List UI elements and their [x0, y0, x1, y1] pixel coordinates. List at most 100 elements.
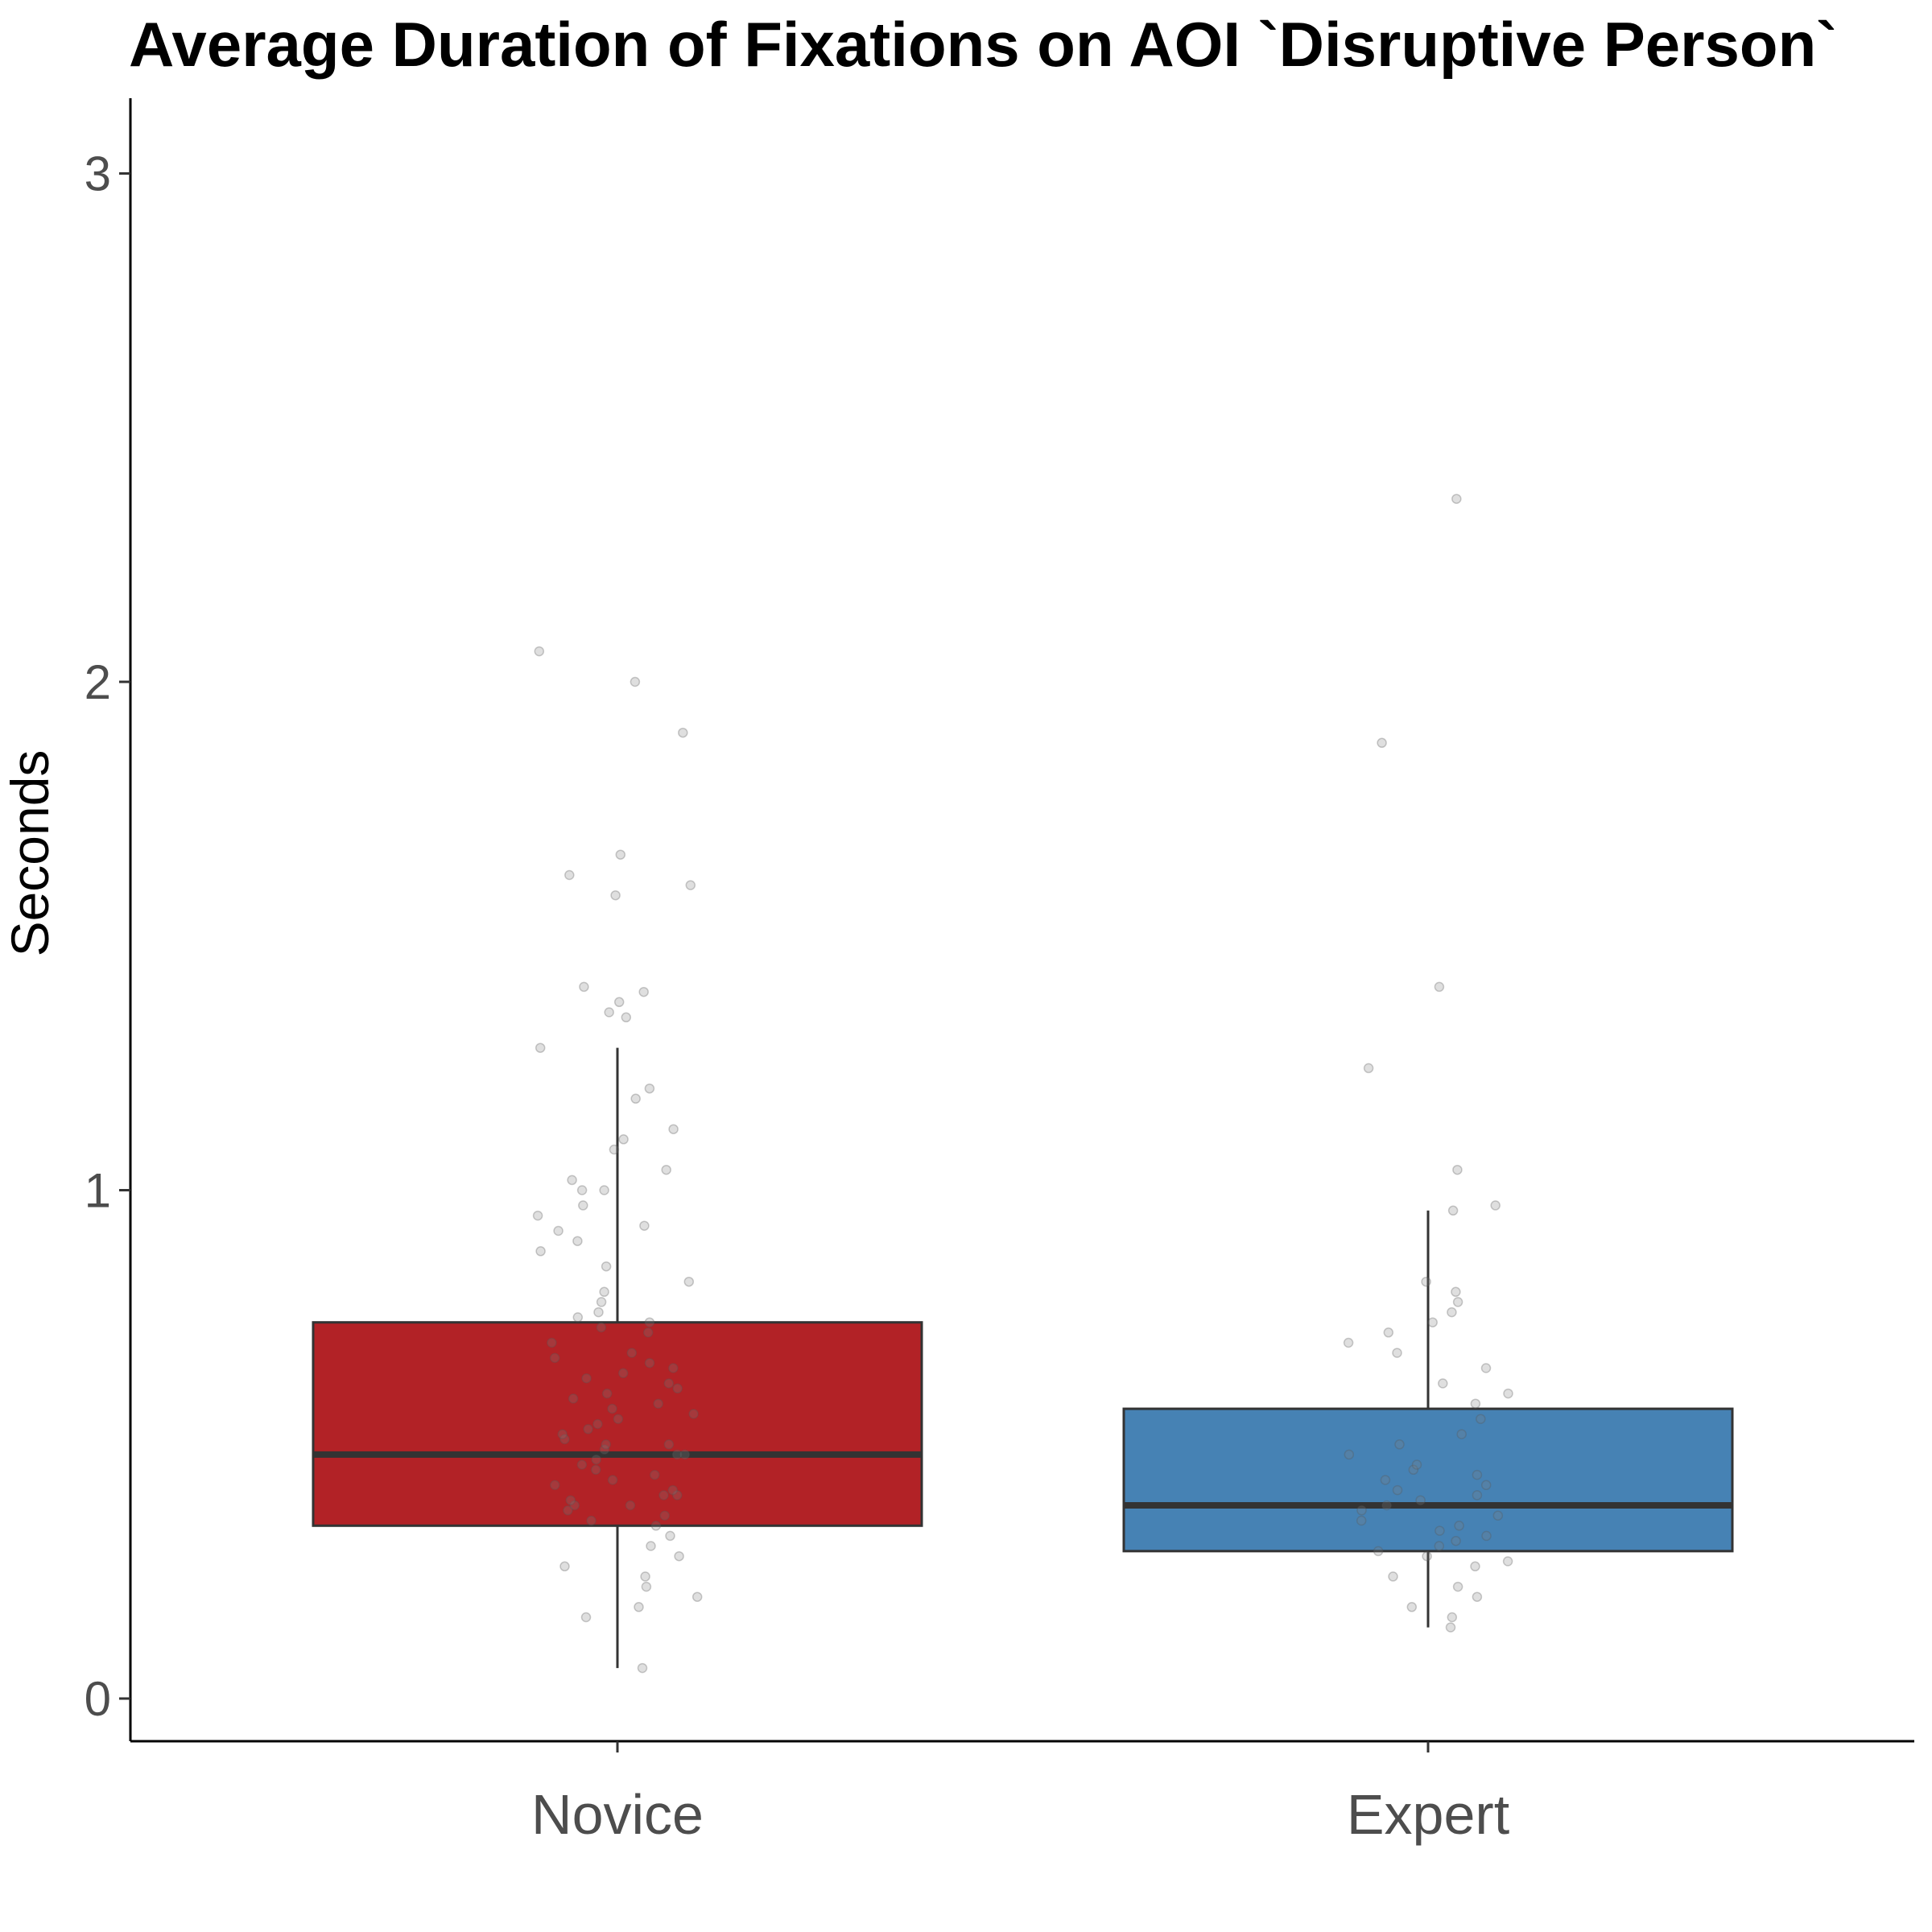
data-point: [580, 1612, 592, 1623]
data-point: [535, 1042, 546, 1053]
data-point: [609, 1144, 620, 1155]
data-point: [658, 1490, 669, 1501]
y-axis-label: Seconds: [0, 750, 60, 957]
data-point: [650, 1469, 660, 1480]
data-point: [1381, 1500, 1392, 1511]
data-point: [572, 1312, 584, 1323]
data-point: [640, 1571, 650, 1582]
data-point: [579, 981, 589, 993]
data-point: [630, 676, 641, 687]
data-point: [1434, 1541, 1445, 1551]
data-point: [1490, 1200, 1501, 1211]
data-point: [1476, 1414, 1486, 1424]
data-point: [1502, 1556, 1513, 1567]
data-point: [1470, 1398, 1481, 1409]
data-point: [613, 1414, 624, 1424]
data-point: [639, 1220, 650, 1231]
y-tick-label: 2: [85, 655, 111, 709]
data-point: [615, 849, 626, 860]
data-point: [644, 1083, 655, 1094]
data-point: [565, 1495, 576, 1505]
data-point: [601, 1388, 613, 1399]
data-point: [1472, 1469, 1483, 1480]
data-point: [1343, 1337, 1354, 1348]
data-point: [568, 1393, 579, 1404]
data-point: [1394, 1439, 1405, 1450]
data-point: [634, 1602, 644, 1612]
data-point: [1435, 1525, 1445, 1536]
data-point: [641, 1581, 652, 1592]
box-novice: [312, 1321, 923, 1527]
data-point: [1421, 1276, 1431, 1287]
data-point: [564, 869, 575, 881]
data-point: [1452, 1164, 1463, 1175]
data-point: [592, 1418, 603, 1430]
data-point: [1447, 1612, 1458, 1623]
data-point: [532, 1210, 543, 1221]
data-point: [678, 727, 688, 738]
data-point: [553, 1225, 564, 1236]
data-point: [1454, 1521, 1464, 1531]
data-point: [1492, 1510, 1504, 1521]
data-point: [576, 1185, 588, 1195]
data-point: [1447, 1307, 1457, 1318]
data-point: [1344, 1449, 1355, 1460]
data-point: [535, 1246, 546, 1257]
data-point: [1503, 1388, 1513, 1399]
data-point: [1392, 1484, 1403, 1496]
x-tick-label: Expert: [1347, 1783, 1509, 1846]
data-point: [672, 1490, 683, 1501]
data-point: [550, 1480, 560, 1491]
data-point: [644, 1357, 655, 1368]
data-point: [1447, 1205, 1459, 1216]
data-point: [1388, 1571, 1398, 1582]
data-point: [674, 1550, 684, 1562]
data-point: [1434, 981, 1445, 993]
y-tick-label: 0: [85, 1672, 111, 1726]
data-point: [599, 1286, 609, 1298]
data-point: [638, 986, 649, 997]
data-point: [583, 1424, 593, 1435]
data-point: [1415, 1495, 1426, 1505]
data-point: [661, 1164, 671, 1175]
data-point: [679, 1449, 690, 1460]
data-point: [613, 997, 625, 1008]
chart-title: Average Duration of Fixations on AOI `Di…: [129, 9, 1837, 80]
data-point: [1452, 1581, 1463, 1592]
data-point: [599, 1444, 610, 1455]
data-point: [644, 1317, 655, 1327]
data-point: [590, 1464, 601, 1476]
data-point: [1373, 1546, 1384, 1557]
data-point: [1363, 1063, 1374, 1074]
y-tick-label: 3: [85, 147, 111, 201]
y-tick-label: 1: [85, 1164, 111, 1218]
data-point: [671, 1449, 683, 1460]
data-point: [1472, 1490, 1483, 1501]
data-point: [625, 1500, 636, 1511]
data-point: [596, 1297, 607, 1307]
data-point: [604, 1007, 614, 1018]
data-point: [1356, 1505, 1367, 1516]
data-point: [642, 1327, 654, 1338]
data-point: [650, 1521, 662, 1531]
box-expert: [1122, 1407, 1734, 1553]
data-point: [581, 1373, 592, 1384]
data-point: [1438, 1378, 1448, 1389]
data-point: [691, 1591, 703, 1602]
data-point: [578, 1200, 588, 1211]
data-point: [1451, 1535, 1461, 1546]
data-point: [1383, 1327, 1394, 1338]
data-point: [601, 1261, 612, 1272]
data-point: [683, 1276, 695, 1287]
data-point: [1356, 1515, 1367, 1526]
data-point: [1451, 1286, 1461, 1298]
data-point: [1472, 1591, 1483, 1602]
data-point: [646, 1541, 656, 1551]
data-point: [610, 890, 621, 901]
data-point: [1470, 1561, 1480, 1572]
data-point: [1481, 1530, 1492, 1542]
data-point: [1480, 1363, 1492, 1373]
data-point: [557, 1429, 568, 1439]
data-point: [1422, 1550, 1432, 1562]
